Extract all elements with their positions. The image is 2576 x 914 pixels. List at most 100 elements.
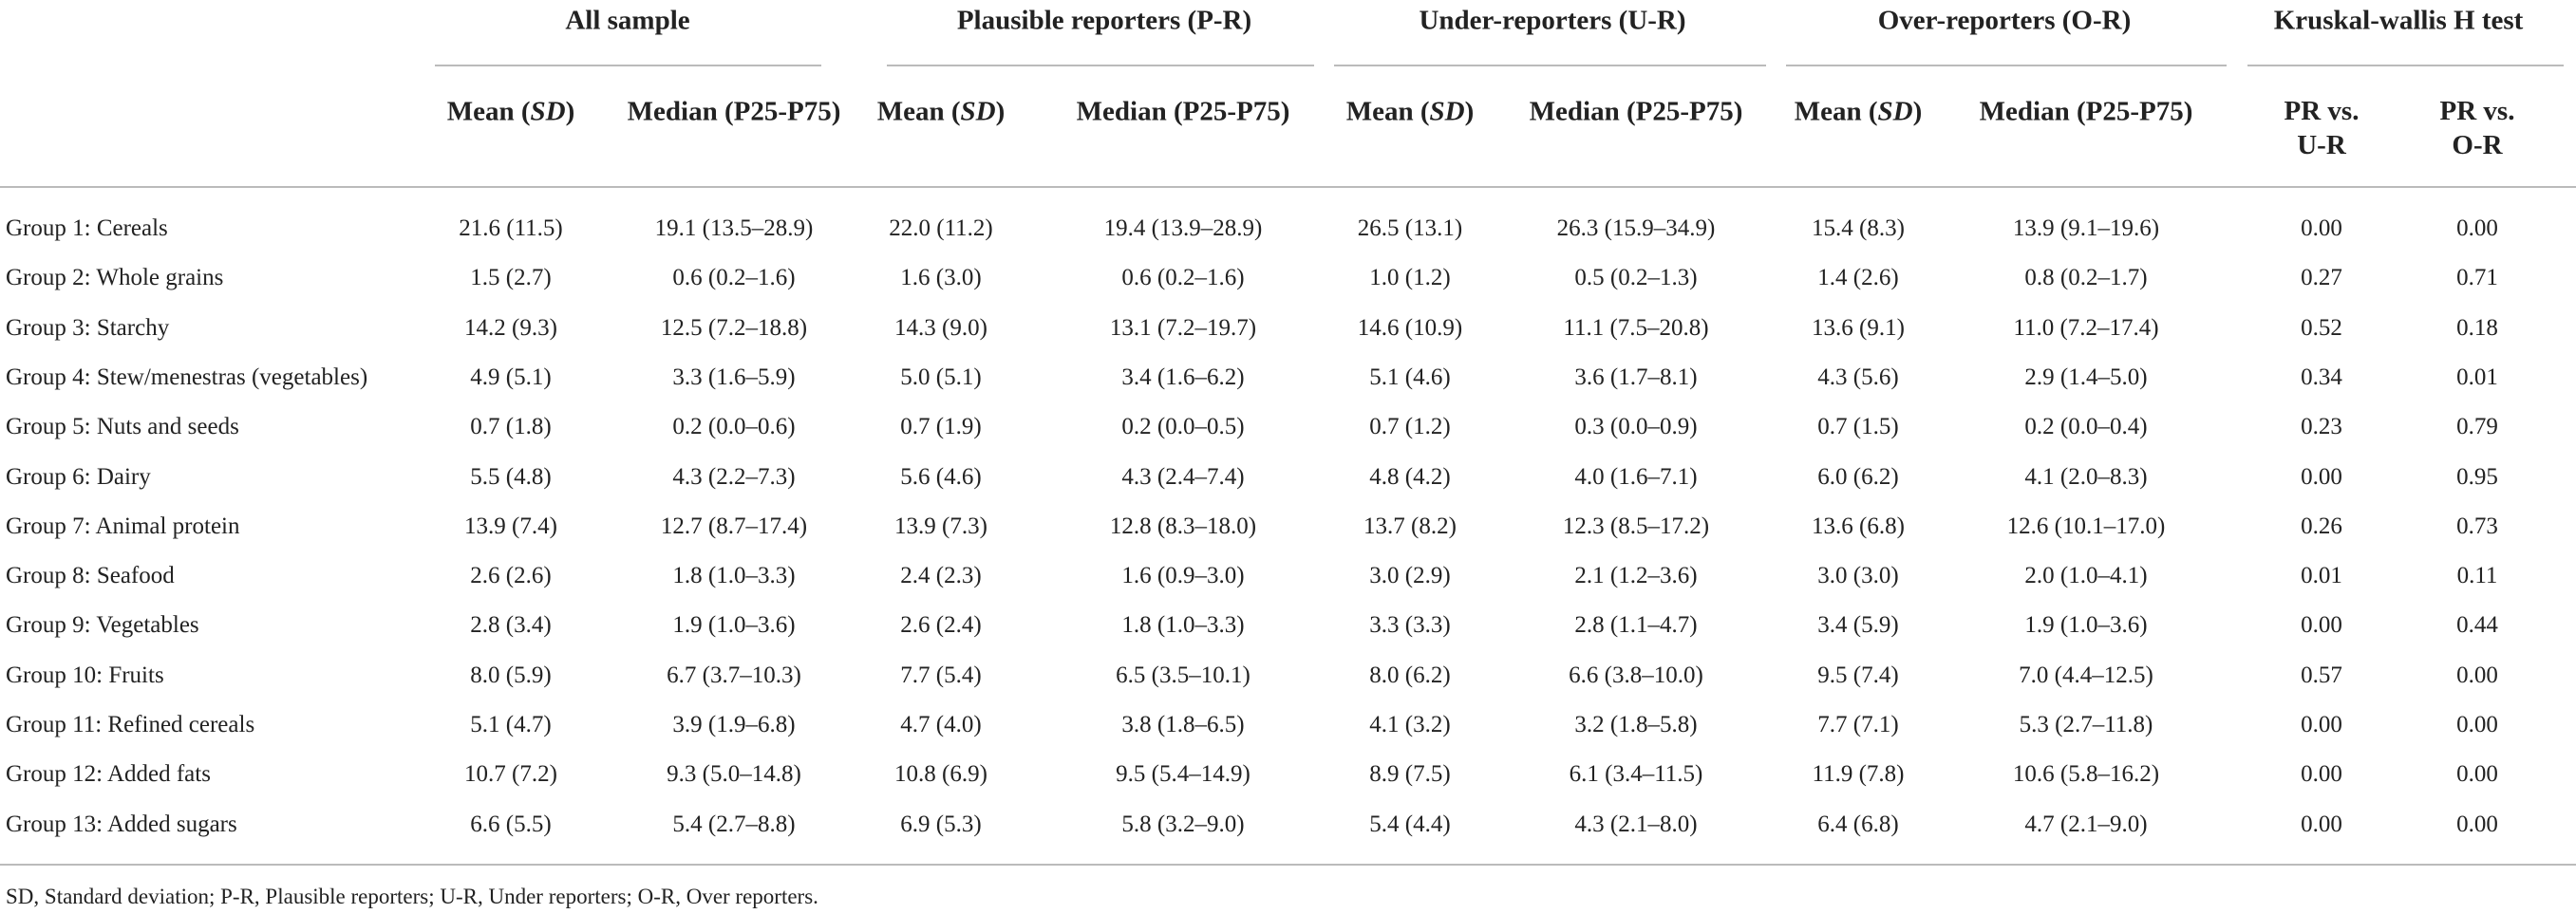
cell: 5.4 (2.7–8.8)	[672, 811, 796, 837]
cell: 1.9 (1.0–3.6)	[2024, 612, 2148, 639]
rule	[1334, 65, 1766, 66]
cell: 10.6 (5.8–16.2)	[2012, 761, 2160, 788]
cell: 0.00	[2301, 811, 2342, 837]
cell: 0.2 (0.0–0.6)	[672, 414, 796, 440]
rule	[887, 65, 1314, 66]
cell: 5.4 (4.4)	[1369, 811, 1451, 837]
cell: 2.1 (1.2–3.6)	[1574, 563, 1698, 589]
cell: 4.8 (4.2)	[1369, 463, 1451, 490]
cell: 0.5 (0.2–1.3)	[1574, 265, 1698, 291]
cell: 14.2 (9.3)	[464, 314, 557, 341]
cell: 4.3 (2.4–7.4)	[1121, 463, 1245, 490]
row-label: Group 2: Whole grains	[6, 265, 224, 291]
cell: 10.7 (7.2)	[464, 761, 557, 788]
cell: 5.8 (3.2–9.0)	[1121, 811, 1245, 837]
cell: 0.71	[2456, 265, 2498, 291]
cell: 9.5 (5.4–14.9)	[1116, 761, 1250, 788]
cell: 5.1 (4.6)	[1369, 364, 1451, 390]
cell: 0.00	[2301, 215, 2342, 241]
header-text: SD	[530, 96, 566, 127]
cell: 1.9 (1.0–3.6)	[672, 612, 796, 639]
kw-header: PR vs. O-R	[2439, 96, 2515, 160]
cell: 3.6 (1.7–8.1)	[1574, 364, 1698, 390]
cell: 3.0 (2.9)	[1369, 563, 1451, 589]
row-label: Group 10: Fruits	[6, 662, 164, 688]
cell: 4.1 (2.0–8.3)	[2024, 463, 2148, 490]
cell: 0.2 (0.0–0.4)	[2024, 414, 2148, 440]
cell: 12.6 (10.1–17.0)	[2006, 513, 2166, 539]
cell: 3.8 (1.8–6.5)	[1121, 712, 1245, 737]
cell: 19.1 (13.5–28.9)	[654, 215, 814, 241]
cell: 3.3 (3.3)	[1369, 612, 1451, 639]
cell: 10.8 (6.9)	[894, 761, 987, 788]
cell: 6.6 (3.8–10.0)	[1569, 662, 1703, 688]
cell: 12.5 (7.2–18.8)	[660, 314, 808, 341]
median-header: Median (P25-P75)	[1979, 96, 2193, 127]
cell: 2.4 (2.3)	[900, 563, 982, 589]
cell: 8.0 (6.2)	[1369, 662, 1451, 688]
cell: 0.6 (0.2–1.6)	[1121, 265, 1245, 291]
cell: 4.3 (5.6)	[1817, 364, 1899, 390]
cell: 26.3 (15.9–34.9)	[1556, 215, 1716, 241]
group-header: Over-reporters (O-R)	[1877, 5, 2132, 36]
mean-sd-header: Mean (SD)	[447, 97, 575, 128]
cell: 11.1 (7.5–20.8)	[1563, 314, 1709, 341]
header-text: Mean (	[446, 96, 531, 127]
header-text: )	[1464, 96, 1475, 127]
cell: 15.4 (8.3)	[1812, 215, 1905, 241]
cell: 1.8 (1.0–3.3)	[1121, 612, 1245, 639]
cell: 14.3 (9.0)	[894, 314, 987, 341]
cell: 1.5 (2.7)	[470, 265, 552, 291]
cell: 0.73	[2456, 513, 2498, 539]
cell: 12.3 (8.5–17.2)	[1562, 513, 1710, 539]
kw-header: PR vs. U-R	[2284, 96, 2360, 160]
cell: 0.00	[2456, 761, 2498, 788]
cell: 3.4 (5.9)	[1817, 612, 1899, 639]
cell: 0.00	[2301, 612, 2342, 639]
row-label: Group 6: Dairy	[6, 463, 151, 490]
cell: 5.5 (4.8)	[470, 463, 552, 490]
cell: 1.6 (3.0)	[900, 265, 982, 291]
cell: 2.8 (1.1–4.7)	[1574, 612, 1698, 639]
row-label: Group 13: Added sugars	[6, 811, 237, 837]
rule	[435, 65, 821, 66]
cell: 0.01	[2301, 563, 2342, 589]
cell: 0.6 (0.2–1.6)	[672, 265, 796, 291]
cell: 6.6 (5.5)	[470, 811, 552, 837]
group-header: Plausible reporters (P-R)	[956, 5, 1252, 36]
median-header: Median (P25-P75)	[1076, 96, 1290, 127]
cell: 7.0 (4.4–12.5)	[2019, 662, 2153, 688]
cell: 0.01	[2456, 364, 2498, 390]
cell: 4.9 (5.1)	[470, 364, 552, 390]
cell: 3.0 (3.0)	[1817, 563, 1899, 589]
cell: 26.5 (13.1)	[1357, 215, 1463, 241]
cell: 0.00	[2301, 712, 2342, 737]
cell: 11.0 (7.2–17.4)	[2013, 314, 2159, 341]
mean-sd-header: Mean (SD)	[1346, 97, 1475, 128]
cell: 22.0 (11.2)	[889, 215, 993, 241]
cell: 0.11	[2456, 563, 2498, 589]
cell: 13.6 (9.1)	[1812, 314, 1905, 341]
row-label: Group 9: Vegetables	[6, 612, 199, 639]
cell: 4.1 (3.2)	[1369, 712, 1451, 737]
group-header: Under-reporters (U-R)	[1419, 5, 1686, 36]
median-header: Median (P25-P75)	[627, 96, 841, 127]
cell: 7.7 (5.4)	[900, 662, 982, 688]
cell: 2.9 (1.4–5.0)	[2024, 364, 2148, 390]
footnote: SD, Standard deviation; P-R, Plausible r…	[6, 885, 818, 908]
cell: 6.9 (5.3)	[900, 811, 982, 837]
cell: 5.0 (5.1)	[900, 364, 982, 390]
cell: 14.6 (10.9)	[1357, 314, 1463, 341]
row-label: Group 4: Stew/menestras (vegetables)	[6, 364, 368, 390]
cell: 2.8 (3.4)	[470, 612, 552, 639]
cell: 3.3 (1.6–5.9)	[672, 364, 796, 390]
cell: 6.5 (3.5–10.1)	[1116, 662, 1250, 688]
header-text: Mean (	[876, 96, 961, 127]
cell: 4.7 (4.0)	[900, 712, 982, 737]
header-text: SD	[1429, 96, 1465, 127]
cell: 0.8 (0.2–1.7)	[2024, 265, 2148, 291]
cell: 13.6 (6.8)	[1812, 513, 1905, 539]
rule	[1786, 65, 2227, 66]
cell: 6.4 (6.8)	[1817, 811, 1899, 837]
row-label: Group 11: Refined cereals	[6, 712, 255, 737]
